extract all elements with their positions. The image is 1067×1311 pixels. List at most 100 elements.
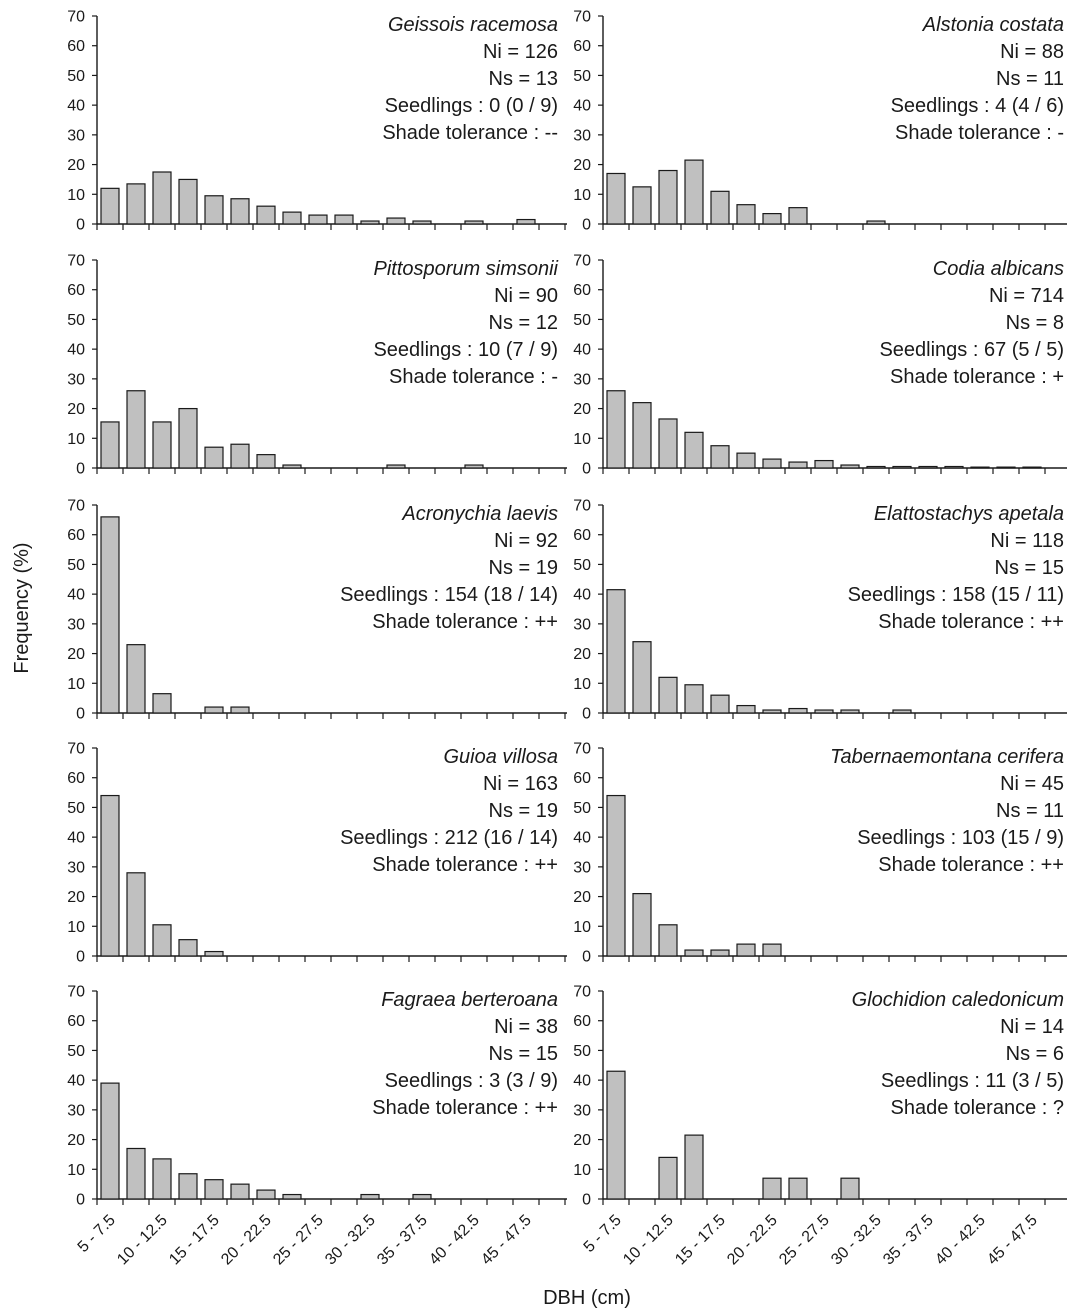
y-tick-label: 10	[573, 1162, 591, 1179]
species-name: Codia albicans	[933, 258, 1064, 280]
y-tick-label: 70	[67, 253, 85, 270]
y-tick-label: 0	[76, 949, 85, 966]
stat-line-3: Shade tolerance : --	[382, 122, 558, 144]
bar-3	[178, 939, 198, 957]
bar-13	[944, 465, 964, 469]
bar-6	[762, 213, 782, 225]
stat-line-2: Seedlings : 0 (0 / 9)	[385, 95, 558, 117]
y-tick-label: 60	[67, 1013, 85, 1030]
y-tick-label: 20	[573, 401, 591, 418]
bar-3	[684, 1134, 704, 1200]
bar-3	[684, 949, 704, 957]
panel-2: 0 10 20 30 40 50 60 70 Pittosporum simsonii Ni = …	[67, 253, 567, 478]
x-tick-label: 25 - 27.5	[776, 1212, 833, 1269]
bar-0	[606, 589, 626, 714]
bar-7	[788, 707, 808, 714]
y-tick-label: 10	[573, 676, 591, 693]
stat-line-2: Seedlings : 158 (15 / 11)	[848, 584, 1064, 606]
bar-0	[606, 1070, 626, 1200]
y-tick-label: 0	[582, 1192, 591, 1209]
bar-1	[126, 872, 146, 957]
bar-8	[814, 709, 834, 714]
y-tick-label: 20	[573, 889, 591, 906]
species-name: Geissois racemosa	[388, 14, 558, 36]
bar-12	[918, 465, 938, 469]
stat-line-0: Ni = 714	[989, 285, 1064, 307]
y-tick-label: 70	[573, 984, 591, 1001]
stat-line-3: Shade tolerance : ++	[372, 1097, 558, 1119]
panel-1: 0 10 20 30 40 50 60 70 Alstonia costata Ni = 88 Ns…	[573, 9, 1067, 234]
bar-4	[204, 706, 224, 714]
bar-3	[684, 684, 704, 714]
bar-2	[658, 1156, 678, 1200]
bar-4	[204, 1179, 224, 1200]
bar-0	[606, 794, 626, 957]
x-tick-label: 30 - 32.5	[828, 1212, 885, 1269]
species-name: Acronychia laevis	[401, 503, 558, 525]
y-tick-label: 40	[573, 342, 591, 359]
bar-14	[970, 466, 990, 469]
y-tick-label: 20	[573, 1132, 591, 1149]
bar-4	[204, 195, 224, 225]
species-name: Guioa villosa	[443, 746, 558, 768]
stat-line-1: Ns = 15	[995, 557, 1064, 579]
bar-4	[204, 950, 224, 957]
stat-line-1: Ns = 12	[489, 312, 558, 334]
bar-3	[178, 407, 198, 469]
stat-line-1: Ns = 19	[489, 557, 558, 579]
panel-9: 0 10 20 30 40 50 60 70 Glochidion caledonicum Ni …	[573, 984, 1067, 1269]
bar-3	[684, 159, 704, 225]
y-tick-label: 30	[573, 859, 591, 876]
y-tick-label: 50	[67, 800, 85, 817]
bar-12	[412, 220, 432, 225]
y-tick-label: 30	[67, 127, 85, 144]
bar-0	[100, 1082, 120, 1200]
y-tick-label: 30	[573, 127, 591, 144]
bar-0	[100, 187, 120, 225]
bar-6	[256, 454, 276, 469]
x-tick-label: 5 - 7.5	[581, 1212, 625, 1256]
stat-line-0: Ni = 92	[494, 530, 558, 552]
bar-9	[840, 1177, 860, 1200]
y-tick-label: 0	[76, 217, 85, 234]
x-tick-label: 45 - 47.5	[984, 1212, 1041, 1269]
bar-5	[230, 706, 250, 714]
bar-4	[710, 445, 730, 469]
y-tick-label: 20	[67, 157, 85, 174]
y-tick-label: 70	[573, 253, 591, 270]
y-tick-label: 40	[67, 98, 85, 115]
species-name: Alstonia costata	[922, 14, 1064, 36]
y-tick-label: 70	[67, 741, 85, 758]
y-tick-label: 60	[67, 282, 85, 299]
stat-line-2: Seedlings : 3 (3 / 9)	[385, 1070, 558, 1092]
y-tick-label: 10	[573, 187, 591, 204]
bar-2	[658, 418, 678, 469]
y-tick-label: 20	[67, 1132, 85, 1149]
stat-line-1: Ns = 11	[996, 800, 1064, 822]
species-name: Glochidion caledonicum	[852, 989, 1064, 1011]
bar-4	[710, 190, 730, 225]
stat-line-3: Shade tolerance : ++	[878, 854, 1064, 876]
x-tick-label: 25 - 27.5	[270, 1212, 327, 1269]
y-tick-label: 10	[67, 919, 85, 936]
stat-line-1: Ns = 6	[1006, 1043, 1064, 1065]
bar-1	[126, 390, 146, 469]
stat-line-3: Shade tolerance : ++	[372, 611, 558, 633]
y-tick-label: 70	[67, 498, 85, 515]
y-tick-label: 50	[573, 1043, 591, 1060]
stat-line-2: Seedlings : 67 (5 / 5)	[879, 339, 1064, 361]
bar-1	[126, 644, 146, 714]
y-tick-label: 50	[573, 68, 591, 85]
bar-2	[152, 171, 172, 225]
x-tick-label: 20 - 22.5	[218, 1212, 275, 1269]
bar-10	[360, 1193, 380, 1200]
y-tick-label: 70	[573, 9, 591, 26]
stat-line-0: Ni = 126	[483, 41, 558, 63]
bar-0	[606, 390, 626, 469]
x-tick-label: 40 - 42.5	[932, 1212, 989, 1269]
x-tick-label: 45 - 47.5	[478, 1212, 535, 1269]
bar-10	[866, 465, 886, 469]
y-tick-label: 10	[67, 431, 85, 448]
stat-line-3: Shade tolerance : ++	[878, 611, 1064, 633]
bar-2	[152, 693, 172, 714]
